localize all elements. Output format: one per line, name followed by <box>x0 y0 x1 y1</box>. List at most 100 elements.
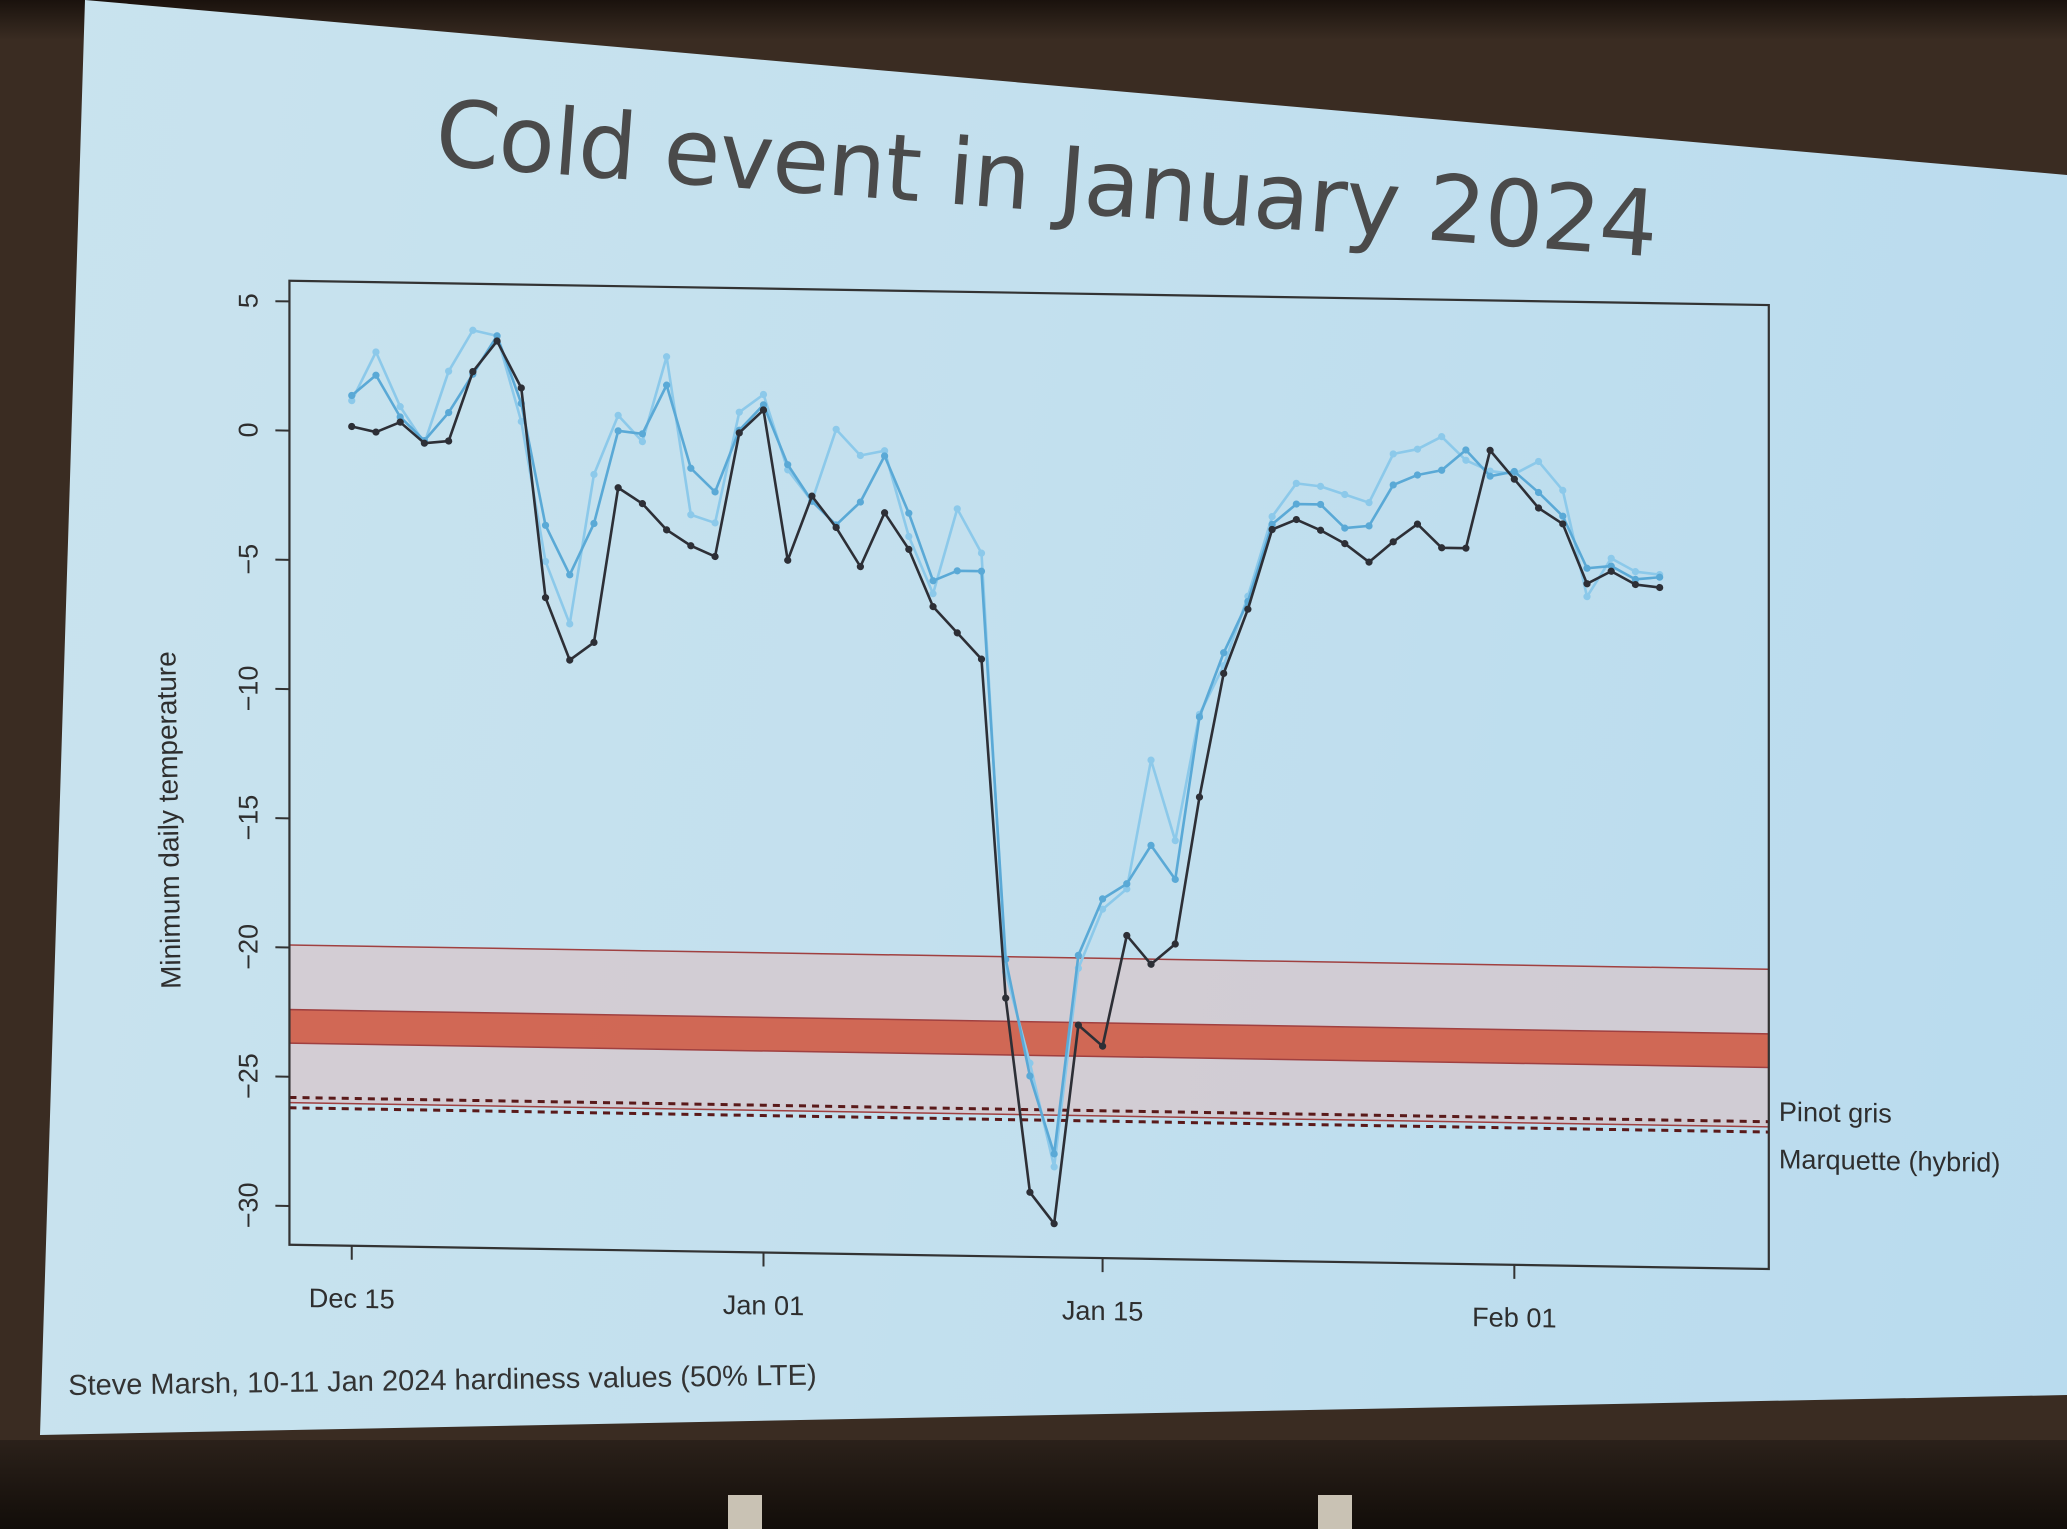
data-point <box>1607 567 1615 575</box>
data-point <box>662 526 671 534</box>
data-point <box>1026 1072 1034 1080</box>
data-point <box>1050 1163 1058 1171</box>
data-point <box>1631 575 1640 583</box>
data-point <box>1316 500 1325 509</box>
data-point <box>953 629 961 637</box>
data-point <box>1656 573 1664 581</box>
data-point <box>590 519 598 528</box>
data-point <box>590 638 598 647</box>
data-point <box>1195 713 1204 721</box>
hardiness-line-label: Pinot gris <box>1779 1097 1892 1129</box>
hardiness-bands: Pinot gris Marquette (hybrid) <box>288 944 2001 1178</box>
data-point <box>1341 540 1349 548</box>
data-point <box>1147 960 1155 968</box>
data-point <box>1098 895 1107 903</box>
data-point <box>1583 564 1591 572</box>
hardiness-line <box>289 1106 1769 1134</box>
data-point <box>493 332 501 340</box>
data-point <box>1292 500 1300 508</box>
data-point <box>541 594 550 602</box>
data-point <box>348 391 356 400</box>
data-point <box>1074 951 1082 959</box>
data-point <box>1074 1021 1082 1029</box>
data-point <box>614 484 622 492</box>
data-point <box>880 509 889 517</box>
data-point <box>1534 504 1543 512</box>
data-point <box>1123 931 1131 940</box>
data-point <box>1050 1150 1058 1158</box>
plot-border <box>288 279 1770 1271</box>
data-point <box>1438 433 1446 441</box>
data-point <box>469 326 477 334</box>
data-point <box>614 411 622 419</box>
data-point <box>977 655 986 663</box>
y-tick-label: −25 <box>233 1053 263 1099</box>
data-point <box>929 590 937 598</box>
data-point <box>687 542 695 550</box>
axes: 5 0 −5 −10 −15 −20 −25 −30 Dec 15 Jan 01 Jan 15 Feb… <box>233 293 1556 1334</box>
data-point <box>1220 669 1228 678</box>
data-point <box>662 353 671 361</box>
data-point <box>348 422 356 431</box>
data-point <box>1583 593 1591 601</box>
room-floor <box>0 1440 2067 1529</box>
data-point <box>1365 558 1373 566</box>
data-point <box>420 439 429 447</box>
data-point <box>1316 482 1325 490</box>
data-point <box>445 367 453 375</box>
data-point <box>856 498 864 506</box>
data-point <box>953 567 961 575</box>
data-point <box>759 390 768 399</box>
data-point <box>1486 446 1494 454</box>
data-point <box>687 464 695 472</box>
y-axis-label: Minimum daily temperature <box>150 651 186 989</box>
data-point <box>784 461 792 469</box>
data-point <box>905 509 913 517</box>
data-point <box>759 401 768 409</box>
data-point <box>1389 538 1397 546</box>
data-point <box>1147 841 1155 849</box>
data-point <box>1341 524 1349 532</box>
stand-leg <box>1318 1495 1352 1529</box>
data-point <box>372 348 380 356</box>
data-point <box>1413 445 1422 453</box>
hardiness-line-label: Marquette (hybrid) <box>1779 1144 2001 1178</box>
data-point <box>1583 580 1591 588</box>
y-tick-label: 0 <box>233 422 263 438</box>
data-point <box>687 511 695 519</box>
data-point <box>759 406 768 414</box>
data-point <box>1098 905 1107 913</box>
data-point <box>396 403 404 411</box>
data-point <box>808 492 816 500</box>
y-tick-label: −20 <box>233 924 263 970</box>
data-point <box>1413 520 1422 528</box>
data-point <box>1292 479 1300 487</box>
data-point <box>977 567 986 575</box>
data-point <box>1534 457 1543 466</box>
data-point <box>1365 499 1373 507</box>
data-point <box>929 603 937 611</box>
y-tick-label: 5 <box>233 293 263 309</box>
data-point <box>1171 875 1179 883</box>
data-point <box>1365 522 1373 530</box>
data-point <box>1050 1220 1058 1228</box>
data-point <box>445 408 453 417</box>
data-point <box>1607 562 1615 570</box>
data-point <box>493 337 501 345</box>
data-point <box>445 437 453 445</box>
data-point <box>348 397 356 405</box>
x-tick-label: Jan 15 <box>1062 1295 1143 1326</box>
x-tick-label: Dec 15 <box>309 1283 395 1314</box>
data-point <box>735 408 743 416</box>
data-point <box>832 523 840 532</box>
data-point <box>566 620 574 628</box>
plot-frame <box>288 279 1770 1271</box>
data-point <box>1631 580 1640 589</box>
data-point <box>856 563 864 571</box>
data-point <box>711 519 719 527</box>
data-point <box>929 577 937 585</box>
data-point <box>1292 515 1300 524</box>
series-lines <box>348 326 1664 1228</box>
y-tick-label: −5 <box>233 544 263 575</box>
data-point <box>1268 520 1276 528</box>
